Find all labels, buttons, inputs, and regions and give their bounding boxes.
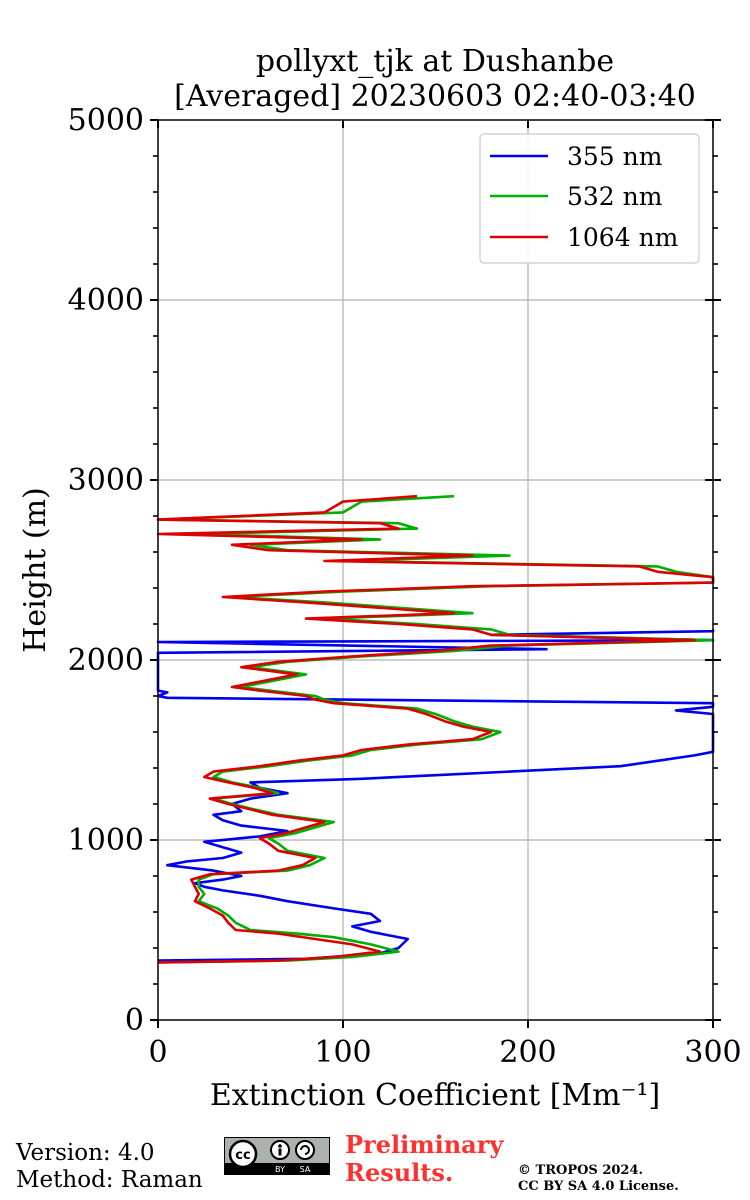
legend: 355 nm 532 nm 1064 nm	[479, 133, 700, 264]
chart-title-line1: pollyxt_tjk at Dushanbe	[256, 44, 614, 79]
legend-label-355: 355 nm	[567, 142, 663, 171]
series-layer	[156, 494, 715, 964]
preliminary-line2: Results.	[345, 1158, 454, 1187]
x-tick-label: 100	[314, 1035, 371, 1070]
copyright-line1: © TROPOS 2024.	[518, 1163, 644, 1178]
copyright-line2: CC BY SA 4.0 License.	[518, 1179, 679, 1194]
y-tick-label: 5000	[68, 103, 144, 138]
y-tick-label: 2000	[68, 643, 144, 678]
legend-label-532: 532 nm	[567, 182, 663, 211]
preliminary-notice: Preliminary Results.	[345, 1131, 503, 1187]
y-tick-label: 1000	[68, 823, 144, 858]
cc-by-label: BY	[275, 1165, 285, 1174]
cc-by-sa-badge: cc BY SA	[224, 1137, 330, 1175]
series-line-355-nm	[156, 629, 715, 962]
preliminary-line1: Preliminary	[345, 1130, 504, 1159]
cc-icon	[228, 1139, 258, 1169]
x-tick-label: 0	[148, 1035, 167, 1070]
y-axis-label: Height (m)	[18, 487, 53, 652]
cc-icon-text: cc	[235, 1148, 250, 1163]
x-tick-label: 300	[684, 1035, 741, 1070]
method-text: Method: Raman	[16, 1167, 203, 1193]
series-line-1064-nm	[156, 494, 715, 964]
axis-ticks	[150, 119, 721, 1028]
legend-box	[479, 133, 700, 264]
x-axis-label: Extinction Coefficient [Mm⁻¹]	[210, 1078, 660, 1113]
copyright-notice: © TROPOS 2024. CC BY SA 4.0 License.	[518, 1163, 679, 1195]
plot-frame	[157, 119, 714, 1021]
version-text: Version: 4.0	[16, 1140, 155, 1166]
share-alike-icon	[295, 1140, 315, 1160]
grid-lines	[158, 120, 713, 1020]
legend-label-1064: 1064 nm	[567, 223, 679, 252]
cc-sa-label: SA	[300, 1165, 311, 1174]
extinction-chart: pollyxt_tjk at Dushanbe [Averaged] 20230…	[18, 44, 742, 1113]
y-tick-label: 3000	[68, 463, 144, 498]
y-tick-label: 0	[125, 1003, 144, 1038]
chart-title-line2: [Averaged] 20230603 02:40-03:40	[174, 79, 696, 114]
y-tick-label: 4000	[68, 283, 144, 318]
x-tick-label: 200	[499, 1035, 556, 1070]
